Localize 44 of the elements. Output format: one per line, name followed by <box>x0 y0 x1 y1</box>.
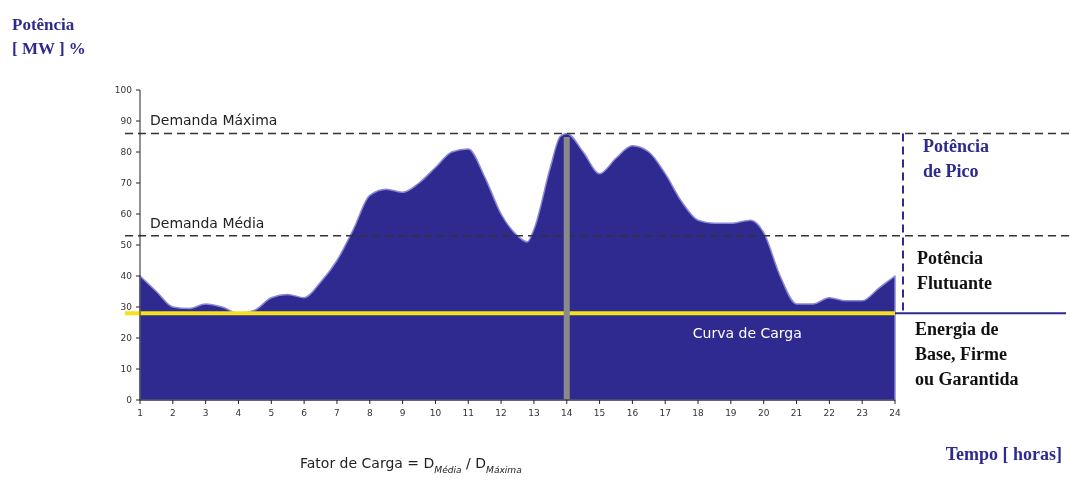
x-tick-label: 19 <box>725 408 737 418</box>
y-tick-label: 20 <box>120 333 133 343</box>
x-axis-title: Tempo [ horas] <box>945 444 1062 464</box>
y-tick-label: 10 <box>120 364 133 374</box>
x-tick-label: 21 <box>790 408 803 418</box>
annotation: Curva de Carga <box>692 325 802 341</box>
x-tick-label: 22 <box>823 408 836 418</box>
x-tick-label: 2 <box>169 408 176 418</box>
text: Potência de Pico <box>923 136 989 181</box>
y-tick-label: 60 <box>120 209 133 219</box>
text: Fator de Carga = D$_{Média}$ / D$_{Máxima}$ <box>300 455 522 475</box>
x-tick-label: 6 <box>301 408 308 418</box>
x-tick-label: 9 <box>399 408 406 418</box>
y-tick-label: 80 <box>120 147 133 157</box>
y-tick-label: 90 <box>120 116 133 126</box>
x-tick-label: 7 <box>334 408 340 418</box>
text: Potência Flutuante <box>917 247 993 293</box>
x-tick-label: 11 <box>462 408 474 418</box>
y-tick-label: 0 <box>126 395 133 405</box>
x-tick-label: 8 <box>366 408 373 418</box>
y-tick-label: 30 <box>120 302 133 312</box>
ref-line-label: Demanda Máxima <box>150 112 278 129</box>
x-tick-label: 10 <box>429 408 442 418</box>
y-tick-label: 40 <box>120 271 133 281</box>
x-tick-label: 3 <box>202 408 209 418</box>
x-tick-label: 1 <box>137 408 143 418</box>
x-tick-label: 17 <box>659 408 671 418</box>
x-tick-label: 13 <box>528 408 540 418</box>
x-tick-label: 20 <box>757 408 770 418</box>
x-tick-label: 18 <box>692 408 705 418</box>
y-tick-label: 50 <box>120 240 133 250</box>
y-tick-label: 100 <box>114 85 133 95</box>
text: Energia de Base, Firme ou Garantida <box>915 318 1019 389</box>
x-tick-label: 5 <box>268 408 275 418</box>
y-tick-label: 70 <box>120 178 133 188</box>
x-tick-label: 24 <box>889 408 901 418</box>
x-tick-label: 15 <box>593 408 606 418</box>
x-tick-label: 23 <box>856 408 868 418</box>
x-tick-label: 4 <box>235 408 242 418</box>
ref-line-label: Demanda Média <box>150 214 265 231</box>
x-tick-label: 14 <box>561 408 573 418</box>
y-axis-title: Potência [ MW ] % <box>12 15 86 58</box>
x-tick-label: 16 <box>626 408 639 418</box>
x-tick-label: 12 <box>495 408 507 418</box>
